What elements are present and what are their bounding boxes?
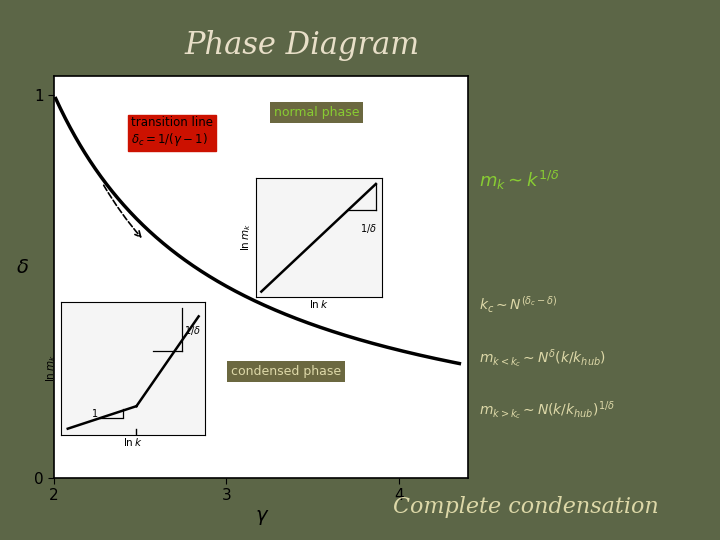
Text: $m_k \sim k^{1/\delta}$: $m_k \sim k^{1/\delta}$ — [479, 170, 559, 192]
Text: $k_c \sim N^{(\delta_c-\delta)}$: $k_c \sim N^{(\delta_c-\delta)}$ — [479, 295, 557, 315]
X-axis label: $\ln k$: $\ln k$ — [123, 436, 143, 448]
Text: $1/\delta$: $1/\delta$ — [184, 324, 201, 337]
Y-axis label: $\ln m_k$: $\ln m_k$ — [239, 224, 253, 252]
Text: Complete condensation: Complete condensation — [392, 496, 659, 518]
X-axis label: γ: γ — [256, 506, 266, 525]
Text: normal phase: normal phase — [274, 106, 360, 119]
Text: condensed phase: condensed phase — [231, 365, 341, 378]
Text: 1: 1 — [92, 409, 99, 419]
Y-axis label: $\ln m_k$: $\ln m_k$ — [45, 355, 58, 382]
Text: transition line
$\delta_c = 1/(\gamma - 1)$: transition line $\delta_c = 1/(\gamma - … — [130, 116, 212, 148]
X-axis label: $\ln k$: $\ln k$ — [309, 299, 328, 310]
Text: $m_{k<k_c} \sim N^{\delta}(k/k_{hub})$: $m_{k<k_c} \sim N^{\delta}(k/k_{hub})$ — [479, 348, 606, 370]
Text: Phase Diagram: Phase Diagram — [185, 30, 420, 60]
Y-axis label: δ: δ — [17, 258, 29, 276]
Text: $1/\delta$: $1/\delta$ — [360, 222, 377, 235]
Text: $m_{k>k_c} \sim N(k/k_{hub})^{1/\delta}$: $m_{k>k_c} \sim N(k/k_{hub})^{1/\delta}$ — [479, 399, 615, 422]
